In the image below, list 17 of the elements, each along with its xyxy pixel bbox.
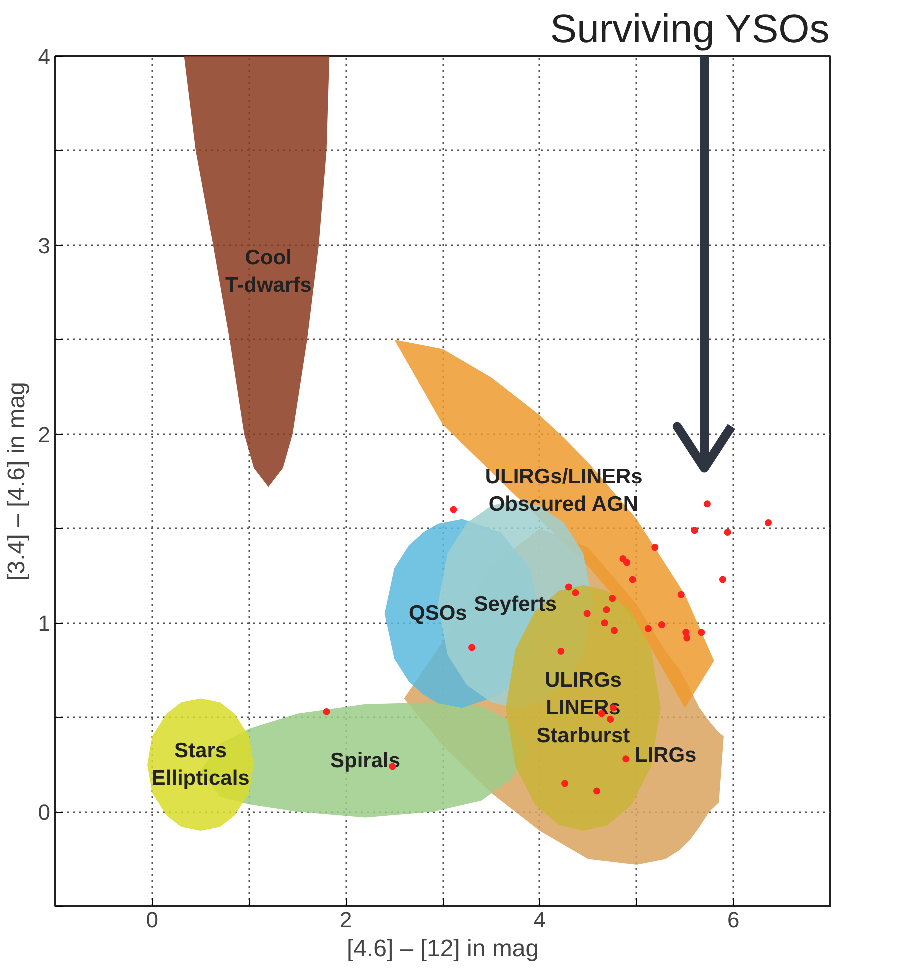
series-label: Stars Ellipticals — [152, 740, 250, 790]
series-label: Spirals — [330, 750, 401, 773]
y-tick-label: 3 — [38, 233, 51, 258]
y-tick-label: 0 — [38, 800, 51, 826]
x-tick-label: 0 — [146, 908, 159, 932]
x-axis-title: [4.6] – [12] in mag — [346, 936, 540, 962]
x-tick-label: 6 — [728, 908, 740, 932]
x-tick-label: 2 — [340, 908, 352, 932]
series-label: QSOs — [408, 602, 468, 626]
series-label: LIRGs — [634, 744, 697, 767]
series-label: Cool T-dwarfs — [225, 246, 312, 298]
text: Surviving YSOs — [550, 8, 830, 52]
y-tick-label: 4 — [38, 44, 51, 70]
x-tick-label: 4 — [534, 908, 546, 932]
y-tick-label: 1 — [38, 611, 51, 636]
y-axis-title: [3.4] – [4.6] in mag — [3, 382, 30, 581]
y-tick-label: 2 — [38, 422, 51, 448]
